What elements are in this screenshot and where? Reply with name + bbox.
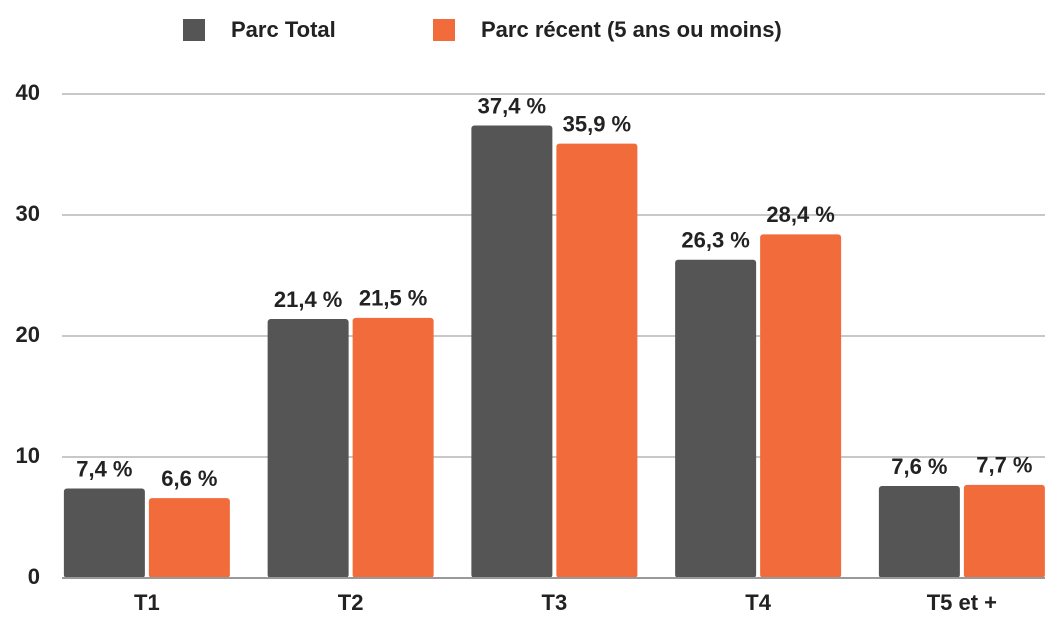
- bar: [963, 484, 1045, 578]
- value-label: 37,4 %: [478, 93, 547, 118]
- bar: [471, 125, 553, 579]
- legend-label: Parc récent (5 ans ou moins): [481, 17, 782, 42]
- legend-swatch: [183, 19, 205, 41]
- value-label: 6,6 %: [161, 466, 217, 491]
- y-tick-label: 10: [16, 443, 40, 468]
- x-tick-label: T4: [745, 590, 771, 615]
- legend-swatch: [433, 19, 455, 41]
- bar: [267, 319, 349, 578]
- y-tick-label: 30: [16, 201, 40, 226]
- value-label: 28,4 %: [766, 202, 835, 227]
- bar: [675, 259, 757, 578]
- value-label: 21,4 %: [274, 287, 343, 312]
- value-label: 7,7 %: [976, 453, 1032, 478]
- x-tick-label: T3: [542, 590, 568, 615]
- bar: [63, 488, 145, 578]
- value-label: 7,4 %: [76, 456, 132, 481]
- value-label: 35,9 %: [563, 111, 632, 136]
- x-tick-label: T2: [338, 590, 364, 615]
- y-tick-label: 40: [16, 80, 40, 105]
- bar: [878, 486, 960, 578]
- y-tick-label: 0: [28, 564, 40, 589]
- bar: [760, 234, 842, 579]
- x-tick-label: T5 et +: [927, 590, 997, 615]
- y-tick-label: 20: [16, 322, 40, 347]
- value-label: 26,3 %: [681, 228, 750, 253]
- value-label: 21,5 %: [359, 286, 428, 311]
- bar: [556, 143, 638, 579]
- value-label: 7,6 %: [891, 454, 947, 479]
- x-tick-label: T1: [134, 590, 160, 615]
- legend-label: Parc Total: [231, 17, 336, 42]
- bar: [352, 317, 434, 578]
- bar: [148, 498, 230, 578]
